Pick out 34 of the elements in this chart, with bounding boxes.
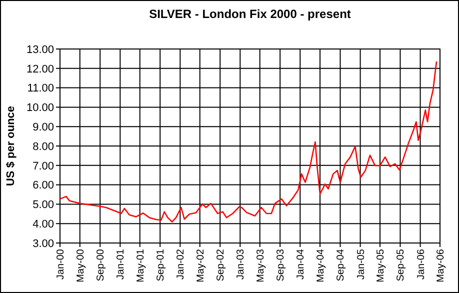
x-tick-label: May-03 <box>255 248 266 282</box>
y-axis-title: US $ per ounce <box>5 106 17 186</box>
x-tick-label: Sep-03 <box>276 248 287 282</box>
y-tick-label: 12.00 <box>26 63 54 76</box>
y-tick-label: 5.00 <box>32 199 54 212</box>
x-tick-label: May-04 <box>316 248 327 282</box>
y-tick-label: 6.00 <box>32 180 54 192</box>
x-tick-label: Jan-05 <box>356 248 367 280</box>
x-tick-label: May-02 <box>195 248 206 282</box>
x-tick-label: Jan-03 <box>236 248 247 280</box>
x-tick-label: Jan-02 <box>176 248 187 280</box>
y-tick-label: 11.00 <box>27 82 54 95</box>
y-tick-label: 10.00 <box>26 102 54 114</box>
chart-title: SILVER - London Fix 2000 - present <box>149 7 351 21</box>
x-tick-label: Jan-06 <box>416 248 427 280</box>
y-tick-label: 3.00 <box>32 238 54 250</box>
x-tick-label: Jan-01 <box>116 248 127 280</box>
x-tick-label: Sep-04 <box>336 248 347 282</box>
x-tick-label: Jan-04 <box>296 248 307 280</box>
x-tick-label: Sep-05 <box>396 248 407 282</box>
x-tick-label: May-01 <box>135 248 146 282</box>
x-tick-label: May-05 <box>376 248 387 282</box>
y-tick-label: 7.00 <box>32 160 54 172</box>
x-tick-label: Sep-01 <box>156 248 167 282</box>
x-tick-label: Jan-00 <box>56 248 66 280</box>
x-tick-label: May-06 <box>436 248 446 282</box>
x-tick-label: Sep-02 <box>216 248 227 282</box>
x-tick-label: Sep-00 <box>96 248 107 282</box>
y-tick-label: 8.00 <box>32 140 54 153</box>
line-series <box>59 60 438 223</box>
y-tick-label: 9.00 <box>32 121 54 134</box>
y-tick-label: 4.00 <box>32 218 54 230</box>
x-tick-label: May-00 <box>75 248 86 282</box>
y-tick-label: 13.00 <box>26 44 54 56</box>
